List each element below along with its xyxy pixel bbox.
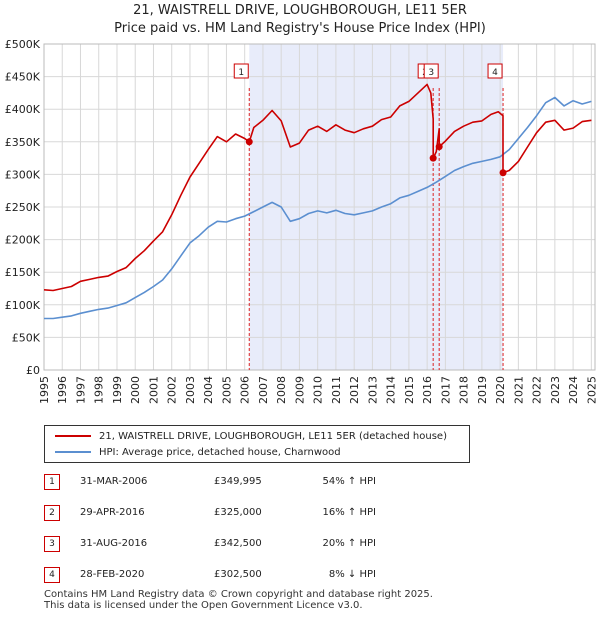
x-tick-label: 2015 [403, 376, 416, 404]
y-tick-label: £150K [5, 266, 41, 279]
transaction-price: £342,500 [214, 538, 262, 549]
transaction-date: 31-MAR-2006 [80, 476, 148, 487]
transaction-number: 3 [44, 536, 60, 552]
footer: Contains HM Land Registry data © Crown c… [44, 589, 433, 611]
table-row: 3 31-AUG-2016 £342,500 20% ↑ HPI [0, 536, 600, 556]
x-tick-label: 2017 [439, 376, 452, 404]
transaction-hpi: 20% ↑ HPI [322, 538, 376, 549]
y-tick-label: £0 [26, 364, 40, 377]
legend-label-hpi: HPI: Average price, detached house, Char… [99, 446, 341, 458]
chart-title: 21, WAISTRELL DRIVE, LOUGHBOROUGH, LE11 … [133, 3, 467, 18]
transaction-number: 1 [44, 474, 60, 490]
y-tick-label: £250K [5, 201, 41, 214]
x-tick-label: 2003 [184, 376, 197, 404]
transaction-date: 28-FEB-2020 [80, 569, 145, 580]
y-tick-label: £200K [5, 234, 41, 247]
transaction-number: 2 [44, 505, 60, 521]
legend-swatch-hpi [55, 451, 91, 453]
legend-swatch-property [55, 435, 91, 437]
transaction-hpi: 8% ↓ HPI [328, 569, 376, 580]
x-tick-label: 2005 [220, 376, 233, 404]
transaction-price: £349,995 [214, 476, 262, 487]
x-tick-label: 1995 [38, 376, 51, 404]
x-tick-label: 2004 [202, 376, 215, 404]
y-tick-label: £500K [5, 38, 41, 51]
x-tick-label: 2024 [567, 376, 580, 404]
x-tick-label: 2021 [512, 376, 525, 404]
marker-label: 3 [428, 68, 434, 78]
legend: 21, WAISTRELL DRIVE, LOUGHBOROUGH, LE11 … [44, 425, 470, 463]
sale-point [435, 143, 443, 151]
transaction-date: 29-APR-2016 [80, 507, 145, 518]
x-tick-label: 2010 [312, 376, 325, 404]
x-tick-label: 2016 [421, 376, 434, 404]
chart-subtitle: Price paid vs. HM Land Registry's House … [114, 21, 486, 36]
x-tick-label: 1999 [111, 376, 124, 404]
transaction-hpi: 54% ↑ HPI [322, 476, 376, 487]
x-tick-label: 1998 [93, 376, 106, 404]
transaction-price: £302,500 [214, 569, 262, 580]
x-tick-label: 2014 [385, 376, 398, 404]
y-tick-label: £400K [5, 103, 41, 116]
transaction-date: 31-AUG-2016 [80, 538, 148, 549]
footer-licence: This data is licensed under the Open Gov… [44, 600, 363, 611]
x-tick-label: 2002 [166, 376, 179, 404]
table-row: 4 28-FEB-2020 £302,500 8% ↓ HPI [0, 567, 600, 587]
x-tick-label: 2025 [585, 376, 598, 404]
footer-copyright: Contains HM Land Registry data © Crown c… [44, 589, 433, 600]
series-line-property [43, 83, 592, 292]
x-tick-label: 1996 [56, 376, 69, 404]
marker-label: 1 [238, 68, 244, 78]
marker-box [233, 63, 249, 79]
legend-label-property: 21, WAISTRELL DRIVE, LOUGHBOROUGH, LE11 … [99, 430, 447, 442]
table-row: 2 29-APR-2016 £325,000 16% ↑ HPI [0, 505, 600, 525]
x-tick-label: 2012 [348, 376, 361, 404]
series-line-hpi [44, 96, 592, 320]
x-tick-label: 2018 [458, 376, 471, 404]
legend-item-hpi: HPI: Average price, detached house, Char… [45, 444, 341, 460]
y-tick-label: £300K [5, 168, 41, 181]
marker-label: 4 [492, 68, 498, 78]
x-tick-label: 2001 [147, 376, 160, 404]
transaction-number: 4 [44, 567, 60, 583]
x-tick-label: 2007 [257, 376, 270, 404]
y-tick-label: £100K [5, 299, 41, 312]
legend-item-property: 21, WAISTRELL DRIVE, LOUGHBOROUGH, LE11 … [45, 428, 447, 444]
x-tick-label: 2009 [293, 376, 306, 404]
x-tick-label: 1997 [74, 376, 87, 404]
x-tick-label: 2013 [366, 376, 379, 404]
x-tick-label: 2000 [129, 376, 142, 404]
transaction-price: £325,000 [214, 507, 262, 518]
y-tick-label: £350K [5, 136, 41, 149]
sale-point [245, 138, 253, 146]
sale-point [499, 169, 507, 177]
x-tick-label: 2020 [494, 376, 507, 404]
table-row: 1 31-MAR-2006 £349,995 54% ↑ HPI [0, 474, 600, 494]
x-tick-label: 2008 [275, 376, 288, 404]
plot-frame [43, 43, 596, 371]
marker-box [487, 63, 503, 79]
x-tick-label: 2023 [549, 376, 562, 404]
x-tick-label: 2006 [239, 376, 252, 404]
y-tick-label: £450K [5, 71, 41, 84]
price-chart: £0 £50K £100K £150K £200K £250K £300K £350K £400… [5, 38, 599, 404]
x-tick-label: 2011 [330, 376, 343, 404]
x-tick-label: 2022 [531, 376, 544, 404]
y-tick-label: £50K [12, 331, 41, 344]
x-tick-label: 2019 [476, 376, 489, 404]
marker-box [423, 63, 439, 79]
transaction-hpi: 16% ↑ HPI [322, 507, 376, 518]
sale-point [429, 154, 437, 162]
